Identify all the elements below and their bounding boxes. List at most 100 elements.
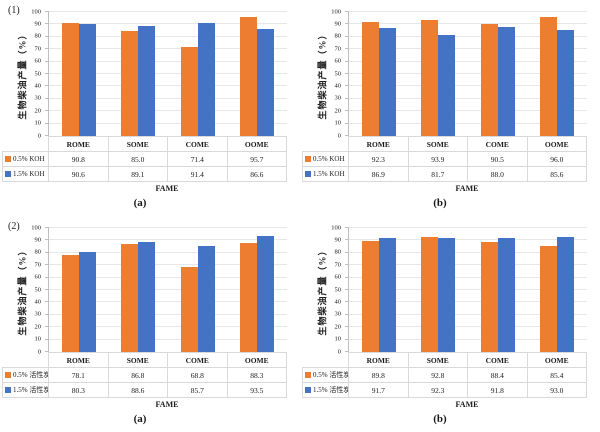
value-cell: 90.8 bbox=[48, 151, 109, 167]
category-label: ROME bbox=[48, 136, 109, 152]
bar-pair bbox=[540, 12, 575, 136]
chart-panel-1a: (1) 生物柴油产量（%） 0 10 20 30 40 50 60 70 80 90 100 ROM… bbox=[0, 0, 300, 216]
gridline bbox=[49, 251, 287, 253]
y-tick-label: 90 bbox=[334, 236, 342, 244]
y-tick-mark bbox=[45, 48, 49, 50]
bar-pair bbox=[540, 228, 575, 352]
gridline bbox=[349, 35, 587, 37]
legend-spacer-cell bbox=[3, 353, 49, 368]
y-tick-label: 0 bbox=[37, 131, 41, 139]
chart-panel-2a: (2) 生物柴油产量（%） 0 10 20 30 40 50 60 70 80 90 100 ROM… bbox=[0, 216, 300, 432]
bar-pair bbox=[61, 12, 96, 136]
y-tick-label: 90 bbox=[34, 20, 42, 28]
subfigure-caption: (b) bbox=[433, 197, 447, 209]
y-axis-ticks: 0 10 20 30 40 50 60 70 80 90 100 bbox=[326, 7, 344, 138]
gridline bbox=[349, 276, 587, 278]
legend-spacer-cell bbox=[303, 137, 349, 152]
y-tick-label: 30 bbox=[34, 94, 42, 102]
y-tick-mark bbox=[45, 73, 49, 74]
category-slot bbox=[468, 12, 528, 136]
gridline bbox=[49, 239, 287, 241]
bars-layer bbox=[349, 228, 587, 352]
category-slot bbox=[49, 228, 109, 352]
y-tick-mark bbox=[345, 97, 349, 99]
gridline bbox=[349, 289, 587, 290]
value-cell: 92.8 bbox=[407, 367, 468, 383]
data-table: ROME SOME COME OOME 0.5% KOH 92.3 93.9 90.5 96.0… bbox=[302, 136, 587, 182]
y-tick-label: 70 bbox=[334, 260, 342, 268]
value-cell: 86.8 bbox=[107, 367, 168, 383]
bar-pair bbox=[121, 12, 156, 136]
bar bbox=[497, 26, 515, 136]
y-tick-mark bbox=[45, 251, 49, 253]
bar bbox=[557, 29, 575, 136]
gridline bbox=[49, 313, 287, 315]
table-row: 1.5% KOH 90.6 89.1 91.4 86.6 bbox=[2, 166, 287, 182]
y-tick-mark bbox=[45, 85, 49, 87]
y-tick-mark bbox=[45, 301, 49, 303]
value-cell: 95.7 bbox=[226, 151, 287, 167]
category-label: COME bbox=[167, 352, 228, 368]
bar-pair bbox=[121, 228, 156, 352]
category-slot bbox=[49, 12, 109, 136]
bar bbox=[121, 244, 139, 352]
y-tick-mark bbox=[45, 110, 49, 112]
x-axis-title: FAME bbox=[155, 184, 179, 193]
y-axis-ticks: 0 10 20 30 40 50 60 70 80 90 100 bbox=[26, 8, 44, 138]
y-tick-mark bbox=[345, 11, 349, 12]
y-tick-label: 100 bbox=[331, 7, 341, 15]
bar bbox=[361, 240, 379, 352]
gridline bbox=[349, 301, 587, 303]
x-axis-title: FAME bbox=[455, 184, 479, 193]
chart-panel-1b: 生物柴油产量（%） 0 10 20 30 40 50 60 70 80 90 100 ROME SOM… bbox=[300, 0, 600, 216]
gridline bbox=[349, 239, 587, 241]
bar bbox=[257, 236, 275, 352]
plot-area bbox=[345, 227, 587, 353]
subfigure-caption: (a) bbox=[133, 413, 147, 425]
y-tick-label: 50 bbox=[334, 69, 342, 77]
category-label: ROME bbox=[48, 352, 109, 368]
value-cell: 92.3 bbox=[407, 382, 468, 398]
value-cell: 93.9 bbox=[407, 151, 468, 167]
bar bbox=[121, 30, 139, 136]
y-tick-mark bbox=[345, 264, 349, 266]
bar-pair bbox=[480, 228, 515, 352]
gridline bbox=[49, 122, 287, 124]
category-label: OOME bbox=[526, 352, 587, 368]
bar bbox=[480, 242, 498, 352]
value-cell: 85.4 bbox=[526, 367, 587, 383]
category-slot bbox=[168, 228, 228, 352]
table-row: 0.5% 活性炭 78.1 86.8 68.8 88.3 bbox=[2, 367, 287, 383]
category-header-row: ROME SOME COME OOME bbox=[3, 136, 287, 152]
legend-swatch-icon bbox=[5, 386, 11, 393]
x-axis-title: FAME bbox=[455, 400, 479, 409]
y-tick-label: 90 bbox=[34, 236, 42, 244]
value-cell: 90.6 bbox=[48, 166, 109, 182]
category-slot bbox=[168, 12, 228, 136]
y-tick-mark bbox=[345, 276, 349, 278]
data-table: ROME SOME COME OOME 0.5% KOH 90.8 85.0 71.4 95.7… bbox=[2, 136, 287, 182]
category-slot bbox=[349, 12, 409, 136]
gridline bbox=[349, 11, 587, 12]
gridline bbox=[49, 110, 287, 112]
y-tick-label: 60 bbox=[334, 57, 342, 65]
legend-swatch-icon bbox=[305, 386, 311, 393]
y-tick-mark bbox=[345, 251, 349, 253]
category-header-row: ROME SOME COME OOME bbox=[303, 136, 587, 152]
y-tick-label: 70 bbox=[34, 260, 42, 268]
y-tick-label: 60 bbox=[334, 273, 342, 281]
plot-area bbox=[45, 11, 287, 137]
legend-cell: 1.5% 活性炭 bbox=[2, 382, 49, 398]
gridline bbox=[349, 97, 587, 99]
y-tick-mark bbox=[345, 326, 349, 328]
y-tick-label: 60 bbox=[34, 273, 42, 281]
data-table: ROME SOME COME OOME 0.5% 活性炭 78.1 86.8 68.8 88.3… bbox=[2, 352, 287, 398]
value-cell: 93.5 bbox=[226, 382, 287, 398]
category-label: COME bbox=[467, 136, 528, 152]
bars-layer bbox=[49, 228, 287, 352]
table-row: 1.5% 活性炭 91.7 92.3 91.8 93.0 bbox=[302, 382, 587, 398]
y-tick-label: 30 bbox=[34, 310, 42, 318]
gridline bbox=[49, 97, 287, 99]
value-cell: 68.8 bbox=[167, 367, 228, 383]
bar-pair bbox=[421, 12, 456, 136]
